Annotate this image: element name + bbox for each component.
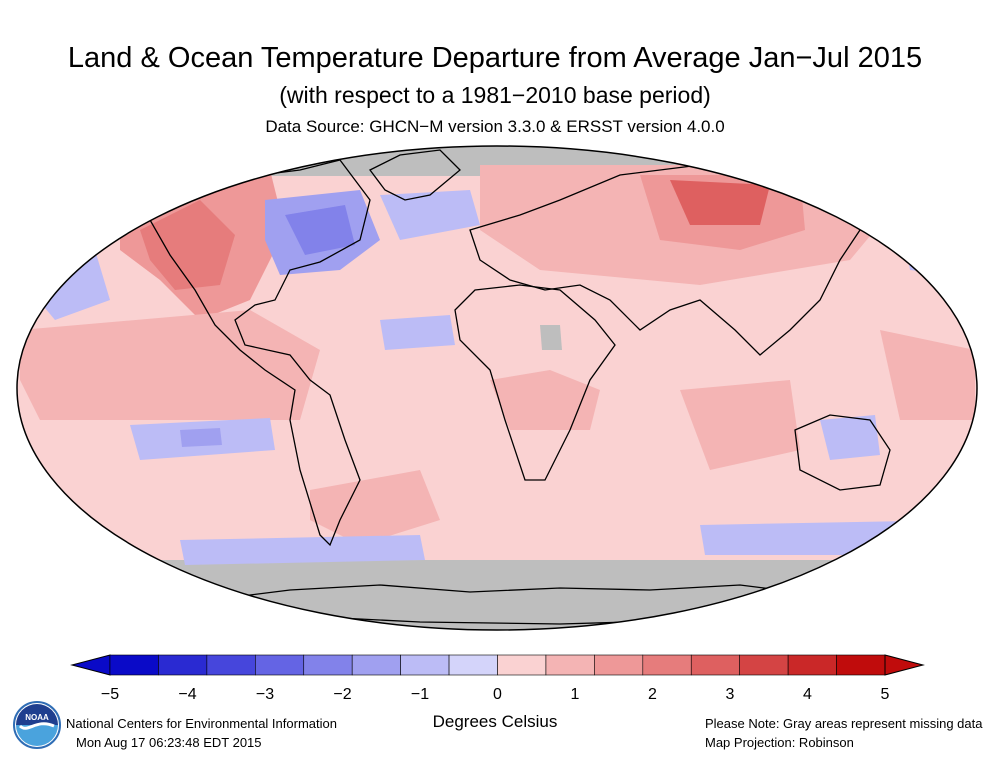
colorbar-segment (255, 654, 305, 676)
colorbar-high-arrow (884, 654, 925, 676)
south-pacific-cold-spot (180, 428, 222, 447)
colorbar-segment (351, 654, 401, 676)
organization-label: National Centers for Environmental Infor… (66, 716, 337, 731)
south-indian-warm-region (680, 380, 800, 470)
north-atlantic-cool-region (380, 190, 480, 240)
map-subtitle: (with respect to a 1981−2010 base period… (279, 82, 711, 108)
colorbar-segment (739, 654, 789, 676)
legend-tick-label: 3 (725, 686, 735, 703)
greenland-outline (369, 149, 461, 201)
color-scale-legend (70, 654, 925, 676)
central-africa-missing (540, 325, 562, 350)
nw-pacific-cool-region (905, 240, 950, 275)
logo-text: NOAA (25, 713, 49, 722)
colorbar-segment (400, 654, 450, 676)
antarctic-missing-data (17, 560, 977, 630)
missing-data-note: Please Note: Gray areas represent missin… (705, 716, 983, 731)
africa-outline (454, 284, 616, 481)
data-source: Data Source: GHCN−M version 3.3.0 & ERSS… (265, 117, 725, 136)
legend-tick-label: 2 (648, 686, 657, 703)
legend-tick-label: −4 (178, 686, 197, 703)
colorbar-segment (206, 654, 256, 676)
colorbar-segment (836, 654, 886, 676)
colorbar-segment (690, 654, 740, 676)
central-pacific-warm-region (880, 330, 975, 420)
projection-label: Map Projection: Robinson (705, 735, 854, 750)
colorbar-segment (787, 654, 837, 676)
east-pacific-warm-region (20, 310, 320, 420)
colorbar-segment (158, 654, 208, 676)
colorbar-segment (303, 654, 353, 676)
australia-outline (794, 414, 891, 491)
legend-tick-label: −5 (100, 686, 120, 703)
legend-tick-label: 1 (570, 686, 580, 703)
colorbar-segment (545, 654, 595, 676)
legend-units: Degrees Celsius (432, 712, 558, 731)
americas-outline (149, 159, 371, 547)
legend-tick-label: −2 (333, 686, 352, 703)
colorbar-segment (594, 654, 644, 676)
colorbar-segment (109, 654, 159, 676)
colorbar-segment (642, 654, 692, 676)
southern-ocean-cool-band (180, 535, 425, 565)
west-north-america-warm-region (140, 200, 235, 290)
noaa-logo-icon: NOAA (13, 701, 61, 749)
legend-tick-label: −3 (255, 686, 275, 703)
africa-warm-region (490, 370, 600, 430)
legend-tick-label: 0 (493, 686, 502, 703)
timestamp: Mon Aug 17 06:23:48 EDT 2015 (76, 735, 262, 750)
colorbar-segment (448, 654, 498, 676)
legend-tick-label: 4 (803, 686, 812, 703)
colorbar-segment (497, 654, 547, 676)
siberia-hot-region (670, 180, 770, 225)
world-map (17, 146, 977, 630)
map-border (16, 145, 978, 631)
southern-indian-cool-band (700, 520, 960, 555)
north-atlantic-cold-core (285, 205, 355, 255)
eurasia-outline (469, 164, 881, 356)
map-title: Land & Ocean Temperature Departure from … (67, 42, 923, 74)
legend-tick-label: −1 (410, 686, 430, 703)
south-atlantic-warm-region (310, 470, 440, 545)
australia-cool-region (820, 415, 880, 460)
legend-tick-label: 5 (880, 686, 890, 703)
tropical-atlantic-cool-region (380, 315, 455, 350)
colorbar-low-arrow (70, 654, 111, 676)
